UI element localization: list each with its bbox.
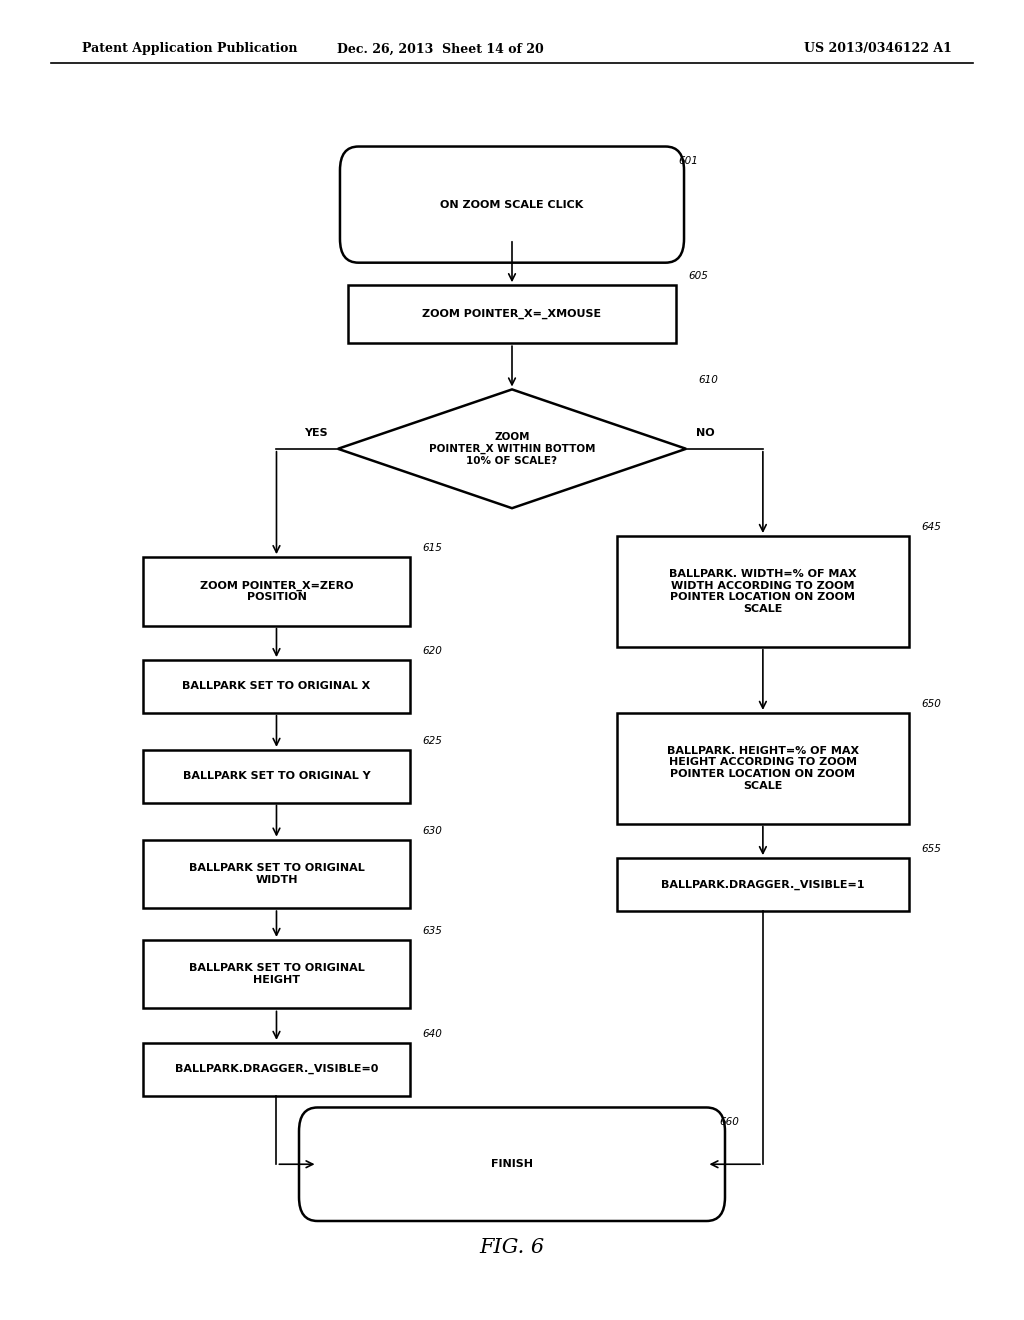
Bar xyxy=(143,1043,410,1096)
Text: NO: NO xyxy=(696,428,715,438)
Bar xyxy=(616,858,909,911)
Text: BALLPARK SET TO ORIGINAL X: BALLPARK SET TO ORIGINAL X xyxy=(182,681,371,692)
FancyBboxPatch shape xyxy=(340,147,684,263)
Text: BALLPARK SET TO ORIGINAL
WIDTH: BALLPARK SET TO ORIGINAL WIDTH xyxy=(188,863,365,884)
Text: YES: YES xyxy=(304,428,328,438)
Text: 620: 620 xyxy=(422,645,441,656)
Text: 630: 630 xyxy=(422,825,441,836)
Bar xyxy=(143,750,410,803)
Text: FIG. 6: FIG. 6 xyxy=(479,1238,545,1257)
Bar xyxy=(616,536,909,647)
Text: 645: 645 xyxy=(922,521,941,532)
Bar xyxy=(143,940,410,1008)
Bar xyxy=(348,285,676,343)
Text: 650: 650 xyxy=(922,698,941,709)
Text: 635: 635 xyxy=(422,925,441,936)
Bar xyxy=(143,557,410,626)
Text: ZOOM POINTER_X=_XMOUSE: ZOOM POINTER_X=_XMOUSE xyxy=(423,309,601,319)
Bar xyxy=(616,713,909,824)
Text: ZOOM
POINTER_X WITHIN BOTTOM
10% OF SCALE?: ZOOM POINTER_X WITHIN BOTTOM 10% OF SCAL… xyxy=(429,432,595,466)
Text: Dec. 26, 2013  Sheet 14 of 20: Dec. 26, 2013 Sheet 14 of 20 xyxy=(337,42,544,55)
Text: BALLPARK SET TO ORIGINAL
HEIGHT: BALLPARK SET TO ORIGINAL HEIGHT xyxy=(188,964,365,985)
Text: 660: 660 xyxy=(719,1117,738,1127)
Text: BALLPARK.DRAGGER._VISIBLE=0: BALLPARK.DRAGGER._VISIBLE=0 xyxy=(175,1064,378,1074)
Text: FINISH: FINISH xyxy=(490,1159,534,1170)
Text: 615: 615 xyxy=(422,543,441,553)
Text: BALLPARK. WIDTH=% OF MAX
WIDTH ACCORDING TO ZOOM
POINTER LOCATION ON ZOOM
SCALE: BALLPARK. WIDTH=% OF MAX WIDTH ACCORDING… xyxy=(669,569,857,614)
Text: ON ZOOM SCALE CLICK: ON ZOOM SCALE CLICK xyxy=(440,199,584,210)
Text: BALLPARK SET TO ORIGINAL Y: BALLPARK SET TO ORIGINAL Y xyxy=(182,771,371,781)
Text: BALLPARK. HEIGHT=% OF MAX
HEIGHT ACCORDING TO ZOOM
POINTER LOCATION ON ZOOM
SCAL: BALLPARK. HEIGHT=% OF MAX HEIGHT ACCORDI… xyxy=(667,746,859,791)
Text: 610: 610 xyxy=(698,375,718,385)
Text: BALLPARK.DRAGGER._VISIBLE=1: BALLPARK.DRAGGER._VISIBLE=1 xyxy=(662,879,864,890)
FancyBboxPatch shape xyxy=(299,1107,725,1221)
Text: 605: 605 xyxy=(688,271,708,281)
Polygon shape xyxy=(338,389,686,508)
Text: US 2013/0346122 A1: US 2013/0346122 A1 xyxy=(805,42,952,55)
Text: ZOOM POINTER_X=ZERO
POSITION: ZOOM POINTER_X=ZERO POSITION xyxy=(200,581,353,602)
Text: Patent Application Publication: Patent Application Publication xyxy=(82,42,297,55)
Bar xyxy=(143,660,410,713)
Text: 625: 625 xyxy=(422,735,441,746)
Bar xyxy=(143,840,410,908)
Text: 655: 655 xyxy=(922,843,941,854)
Text: 640: 640 xyxy=(422,1028,441,1039)
Text: 601: 601 xyxy=(678,156,697,166)
